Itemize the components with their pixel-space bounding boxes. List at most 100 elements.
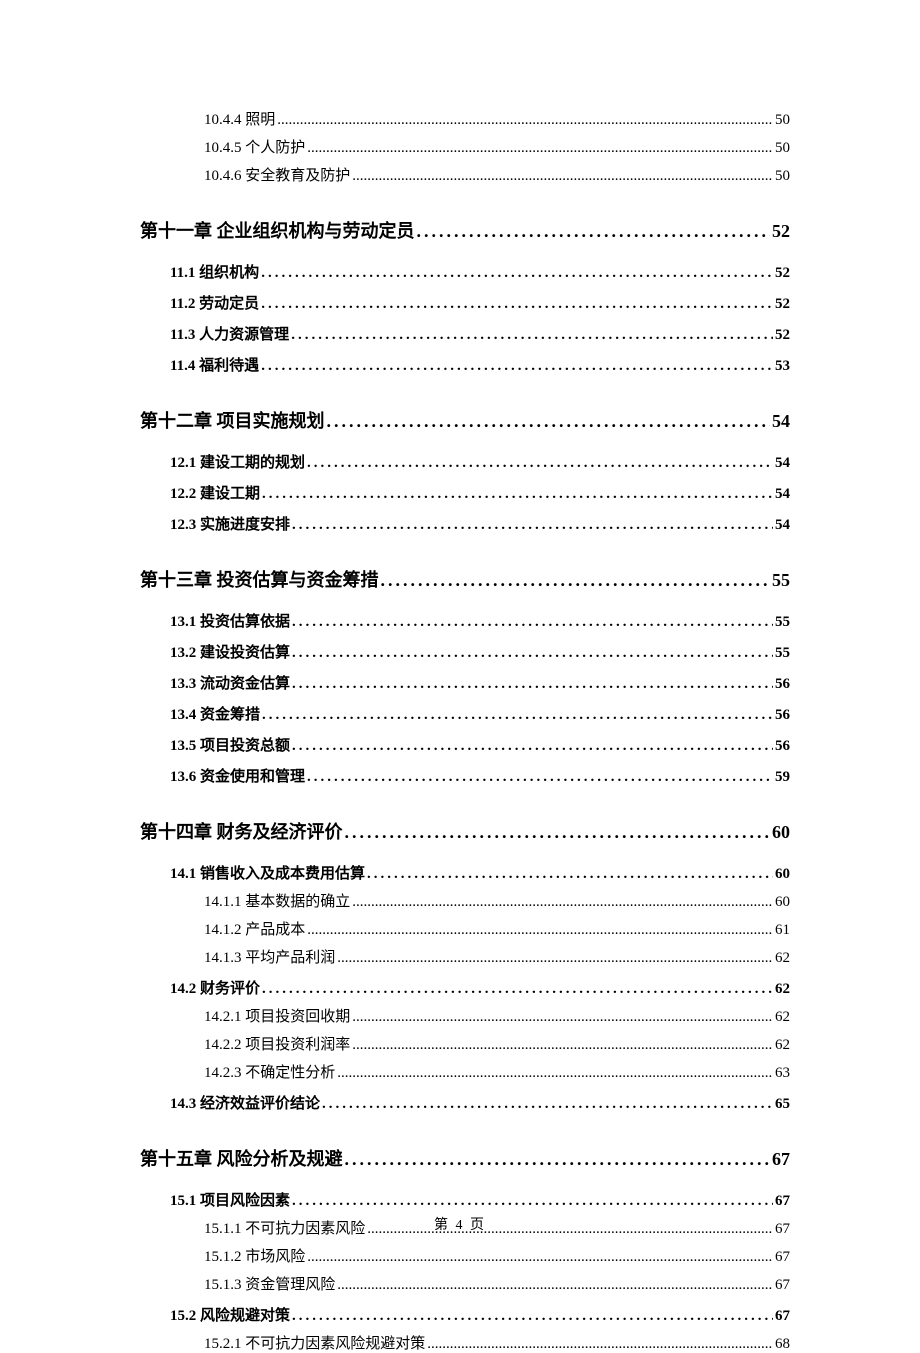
toc-entry-page: 62 bbox=[775, 1009, 790, 1026]
toc-entry-page: 56 bbox=[775, 707, 790, 724]
toc-leader: ........................................… bbox=[367, 866, 773, 883]
toc-leader: ........................................… bbox=[345, 1149, 771, 1170]
toc-leader: ........................................… bbox=[307, 140, 773, 157]
toc-entry-label: 15.1 项目风险因素 bbox=[170, 1189, 290, 1210]
toc-container: 10.4.4 照明...............................… bbox=[140, 108, 790, 1353]
toc-entry-page: 53 bbox=[775, 358, 790, 375]
toc-entry-label: 15.2.1 不可抗力因素风险规避对策 bbox=[204, 1332, 425, 1353]
toc-entry-level-2: 11.3 人力资源管理.............................… bbox=[170, 323, 790, 344]
toc-leader: ........................................… bbox=[352, 1009, 773, 1026]
toc-entry-page: 65 bbox=[775, 1096, 790, 1113]
toc-leader: ........................................… bbox=[292, 676, 773, 693]
toc-entry-label: 13.6 资金使用和管理 bbox=[170, 765, 305, 786]
toc-entry-label: 第十三章 投资估算与资金筹措 bbox=[140, 566, 379, 592]
toc-entry-level-3: 14.2.3 不确定性分析...........................… bbox=[204, 1061, 790, 1082]
toc-entry-page: 54 bbox=[775, 517, 790, 534]
toc-entry-label: 10.4.6 安全教育及防护 bbox=[204, 164, 350, 185]
toc-entry-label: 14.1.1 基本数据的确立 bbox=[204, 890, 350, 911]
toc-entry-page: 60 bbox=[775, 866, 790, 883]
toc-entry-page: 67 bbox=[775, 1249, 790, 1266]
toc-entry-page: 56 bbox=[775, 738, 790, 755]
toc-leader: ........................................… bbox=[427, 1336, 773, 1353]
toc-entry-label: 10.4.4 照明 bbox=[204, 108, 275, 129]
toc-entry-label: 13.3 流动资金估算 bbox=[170, 672, 290, 693]
toc-entry-level-3: 10.4.5 个人防护.............................… bbox=[204, 136, 790, 157]
toc-entry-label: 13.2 建设投资估算 bbox=[170, 641, 290, 662]
toc-leader: ........................................… bbox=[337, 1065, 773, 1082]
toc-entry-level-2: 13.3 流动资金估算.............................… bbox=[170, 672, 790, 693]
toc-leader: ........................................… bbox=[261, 296, 773, 313]
toc-entry-page: 60 bbox=[775, 894, 790, 911]
toc-entry-label: 13.5 项目投资总额 bbox=[170, 734, 290, 755]
toc-entry-page: 54 bbox=[775, 486, 790, 503]
toc-entry-page: 62 bbox=[775, 981, 790, 998]
toc-entry-label: 第十一章 企业组织机构与劳动定员 bbox=[140, 217, 415, 243]
toc-entry-page: 54 bbox=[775, 455, 790, 472]
toc-entry-label: 10.4.5 个人防护 bbox=[204, 136, 305, 157]
toc-leader: ........................................… bbox=[337, 1277, 773, 1294]
toc-entry-level-1: 第十三章 投资估算与资金筹措..........................… bbox=[140, 566, 790, 592]
toc-entry-level-2: 14.1 销售收入及成本费用估算........................… bbox=[170, 862, 790, 883]
toc-entry-level-1: 第十四章 财务及经济评价............................… bbox=[140, 818, 790, 844]
toc-entry-page: 50 bbox=[775, 140, 790, 157]
toc-entry-label: 14.1.3 平均产品利润 bbox=[204, 946, 335, 967]
toc-leader: ........................................… bbox=[292, 517, 773, 534]
toc-entry-label: 12.2 建设工期 bbox=[170, 482, 260, 503]
toc-leader: ........................................… bbox=[322, 1096, 773, 1113]
toc-entry-page: 68 bbox=[775, 1336, 790, 1353]
toc-entry-page: 67 bbox=[775, 1308, 790, 1325]
toc-entry-level-3: 10.4.4 照明...............................… bbox=[204, 108, 790, 129]
toc-entry-level-2: 12.3 实施进度安排.............................… bbox=[170, 513, 790, 534]
toc-entry-page: 55 bbox=[775, 645, 790, 662]
toc-entry-page: 67 bbox=[772, 1149, 790, 1170]
toc-entry-level-3: 14.1.2 产品成本.............................… bbox=[204, 918, 790, 939]
toc-leader: ........................................… bbox=[307, 769, 773, 786]
toc-leader: ........................................… bbox=[337, 950, 773, 967]
toc-entry-level-2: 15.1 项目风险因素.............................… bbox=[170, 1189, 790, 1210]
toc-leader: ........................................… bbox=[292, 738, 773, 755]
toc-entry-page: 52 bbox=[772, 221, 790, 242]
toc-entry-level-2: 11.2 劳动定员...............................… bbox=[170, 292, 790, 313]
toc-entry-level-3: 14.1.1 基本数据的确立..........................… bbox=[204, 890, 790, 911]
toc-entry-page: 52 bbox=[775, 327, 790, 344]
toc-entry-page: 63 bbox=[775, 1065, 790, 1082]
toc-entry-page: 67 bbox=[775, 1277, 790, 1294]
toc-entry-level-3: 15.1.2 市场风险.............................… bbox=[204, 1245, 790, 1266]
toc-leader: ........................................… bbox=[277, 112, 773, 129]
toc-entry-page: 54 bbox=[772, 411, 790, 432]
toc-entry-label: 13.4 资金筹措 bbox=[170, 703, 260, 724]
toc-entry-label: 15.1.3 资金管理风险 bbox=[204, 1273, 335, 1294]
toc-entry-label: 第十五章 风险分析及规避 bbox=[140, 1145, 343, 1171]
toc-entry-label: 12.1 建设工期的规划 bbox=[170, 451, 305, 472]
toc-leader: ........................................… bbox=[292, 645, 773, 662]
toc-entry-level-3: 14.2.1 项目投资回收期..........................… bbox=[204, 1005, 790, 1026]
toc-entry-level-1: 第十一章 企业组织机构与劳动定员........................… bbox=[140, 217, 790, 243]
toc-leader: ........................................… bbox=[327, 411, 771, 432]
toc-leader: ........................................… bbox=[292, 1308, 773, 1325]
toc-entry-page: 59 bbox=[775, 769, 790, 786]
toc-entry-label: 第十四章 财务及经济评价 bbox=[140, 818, 343, 844]
toc-entry-level-2: 15.2 风险规避对策.............................… bbox=[170, 1304, 790, 1325]
toc-entry-label: 14.2.2 项目投资利润率 bbox=[204, 1033, 350, 1054]
toc-entry-label: 14.1.2 产品成本 bbox=[204, 918, 305, 939]
toc-leader: ........................................… bbox=[352, 894, 773, 911]
toc-entry-level-2: 12.1 建设工期的规划............................… bbox=[170, 451, 790, 472]
toc-entry-level-2: 12.2 建设工期...............................… bbox=[170, 482, 790, 503]
toc-entry-label: 12.3 实施进度安排 bbox=[170, 513, 290, 534]
toc-entry-level-2: 14.2 财务评价...............................… bbox=[170, 977, 790, 998]
toc-entry-label: 14.1 销售收入及成本费用估算 bbox=[170, 862, 365, 883]
toc-entry-level-2: 11.4 福利待遇...............................… bbox=[170, 354, 790, 375]
toc-entry-level-2: 13.6 资金使用和管理............................… bbox=[170, 765, 790, 786]
toc-entry-label: 14.2 财务评价 bbox=[170, 977, 260, 998]
toc-entry-level-2: 13.5 项目投资总额.............................… bbox=[170, 734, 790, 755]
toc-leader: ........................................… bbox=[291, 327, 773, 344]
toc-entry-level-3: 14.2.2 项目投资利润率..........................… bbox=[204, 1033, 790, 1054]
toc-entry-label: 11.1 组织机构 bbox=[170, 261, 259, 282]
toc-entry-label: 14.2.1 项目投资回收期 bbox=[204, 1005, 350, 1026]
toc-entry-level-3: 14.1.3 平均产品利润...........................… bbox=[204, 946, 790, 967]
toc-leader: ........................................… bbox=[261, 265, 773, 282]
toc-entry-label: 15.1.2 市场风险 bbox=[204, 1245, 305, 1266]
toc-entry-label: 11.3 人力资源管理 bbox=[170, 323, 289, 344]
toc-leader: ........................................… bbox=[307, 1249, 773, 1266]
toc-entry-level-3: 15.2.1 不可抗力因素风险规避对策.....................… bbox=[204, 1332, 790, 1353]
